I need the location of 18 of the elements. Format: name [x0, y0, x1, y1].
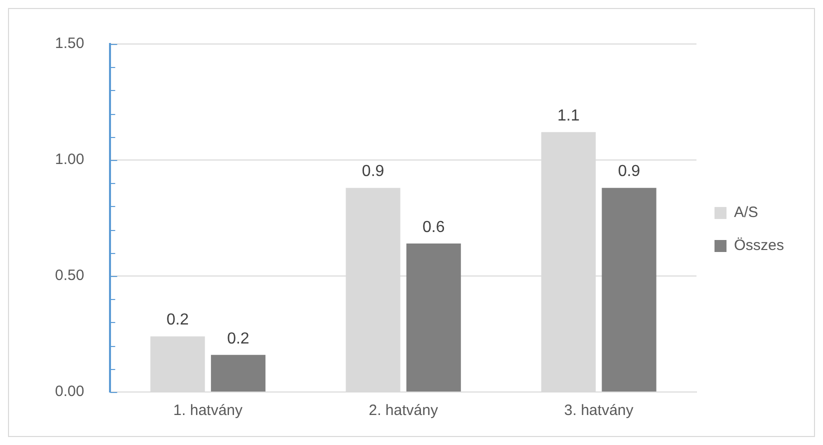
x-tick-label: 1. hatvány: [173, 402, 244, 420]
data-label: 0.6: [422, 218, 445, 236]
data-label: 0.9: [362, 163, 384, 180]
x-tick-label: 2. hatvány: [368, 402, 438, 420]
bar: [406, 244, 461, 392]
legend-label: A/S: [734, 204, 758, 222]
data-label: 1.1: [557, 108, 580, 125]
y-tick-label: 1.50: [54, 35, 84, 52]
data-label: 0.2: [166, 312, 189, 329]
bar: [210, 354, 266, 392]
y-tick-label: 0.50: [54, 267, 84, 284]
data-label: 0.2: [227, 330, 250, 348]
bar: [602, 188, 656, 392]
x-tick-label: 3. hatvány: [564, 402, 634, 420]
data-label: 0.9: [618, 163, 640, 180]
y-tick-label: 1.00: [54, 151, 84, 168]
legend-label: Összes: [734, 237, 784, 254]
y-tick-label: 0.00: [54, 383, 84, 400]
